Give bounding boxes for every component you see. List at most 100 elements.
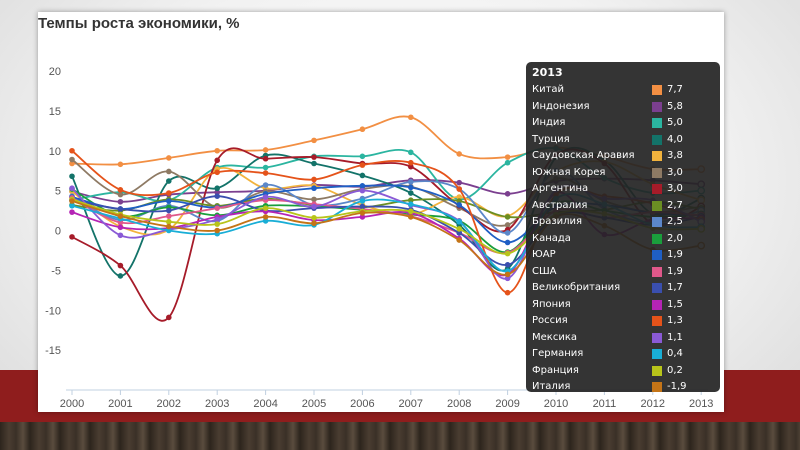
data-point[interactable] — [408, 114, 414, 121]
data-point[interactable] — [69, 156, 75, 163]
data-point[interactable] — [117, 219, 124, 226]
data-point[interactable] — [69, 209, 75, 215]
data-point[interactable] — [504, 250, 511, 257]
data-point[interactable] — [311, 185, 317, 192]
data-point[interactable] — [504, 230, 511, 236]
data-point[interactable] — [166, 218, 172, 225]
data-point[interactable] — [262, 164, 269, 171]
data-point[interactable] — [69, 160, 75, 167]
data-point[interactable] — [311, 160, 317, 167]
data-point[interactable] — [456, 202, 463, 208]
data-point[interactable] — [408, 214, 414, 220]
data-point[interactable] — [504, 239, 511, 246]
data-point[interactable] — [262, 155, 269, 162]
data-point[interactable] — [262, 182, 269, 188]
data-point[interactable] — [359, 203, 366, 210]
data-point[interactable] — [214, 216, 220, 223]
data-point[interactable] — [408, 149, 414, 156]
data-point[interactable] — [117, 224, 124, 231]
data-point[interactable] — [359, 153, 366, 160]
data-point[interactable] — [166, 227, 172, 234]
data-point[interactable] — [504, 154, 511, 160]
data-point[interactable] — [214, 185, 220, 192]
data-point[interactable] — [214, 169, 220, 176]
data-point[interactable] — [359, 172, 366, 179]
data-point[interactable] — [359, 210, 366, 216]
data-point[interactable] — [359, 162, 366, 168]
data-point[interactable] — [311, 137, 317, 144]
data-point[interactable] — [214, 193, 220, 200]
data-point[interactable] — [166, 178, 172, 184]
data-point[interactable] — [504, 159, 511, 166]
data-point[interactable] — [166, 190, 172, 196]
data-point[interactable] — [311, 176, 317, 183]
data-point[interactable] — [117, 262, 124, 269]
data-point[interactable] — [359, 126, 366, 133]
data-point[interactable] — [69, 173, 75, 180]
data-point[interactable] — [166, 155, 172, 161]
data-point[interactable] — [408, 208, 414, 215]
data-point[interactable] — [504, 261, 511, 268]
data-point[interactable] — [359, 214, 366, 220]
data-point[interactable] — [456, 151, 463, 157]
data-point[interactable] — [214, 157, 220, 164]
data-point[interactable] — [311, 154, 317, 160]
data-point[interactable] — [166, 314, 172, 321]
data-point[interactable] — [262, 147, 269, 153]
data-point[interactable] — [69, 202, 75, 209]
data-point[interactable] — [117, 198, 124, 205]
data-point[interactable] — [117, 187, 124, 193]
data-point[interactable] — [456, 198, 463, 204]
data-point[interactable] — [456, 194, 463, 200]
data-point[interactable] — [408, 201, 414, 207]
data-point[interactable] — [504, 289, 511, 296]
data-point[interactable] — [214, 147, 220, 154]
data-point[interactable] — [166, 223, 172, 230]
data-point[interactable] — [456, 218, 463, 225]
data-point[interactable] — [408, 184, 414, 191]
data-point[interactable] — [311, 203, 317, 210]
data-point[interactable] — [117, 273, 124, 279]
data-point[interactable] — [504, 222, 511, 228]
data-point[interactable] — [408, 159, 414, 166]
data-point[interactable] — [166, 213, 172, 219]
data-point[interactable] — [214, 205, 220, 211]
data-point[interactable] — [69, 234, 75, 240]
data-point[interactable] — [117, 161, 124, 168]
data-point[interactable] — [311, 196, 317, 203]
data-point[interactable] — [166, 207, 172, 214]
data-point[interactable] — [408, 163, 414, 170]
data-point[interactable] — [408, 197, 414, 203]
data-point[interactable] — [69, 185, 75, 192]
data-point[interactable] — [456, 237, 463, 243]
data-point[interactable] — [166, 168, 172, 175]
data-point[interactable] — [359, 183, 366, 189]
data-point[interactable] — [408, 179, 414, 185]
data-point[interactable] — [214, 189, 220, 196]
data-point[interactable] — [456, 230, 463, 236]
data-point[interactable] — [262, 194, 269, 200]
data-point[interactable] — [504, 191, 511, 197]
data-point[interactable] — [117, 191, 124, 198]
data-point[interactable] — [166, 198, 172, 204]
data-point[interactable] — [359, 187, 366, 194]
data-point[interactable] — [456, 226, 463, 232]
data-point[interactable] — [117, 213, 124, 219]
data-point[interactable] — [214, 221, 220, 227]
data-point[interactable] — [69, 147, 75, 154]
data-point[interactable] — [456, 186, 463, 192]
data-point[interactable] — [69, 198, 75, 204]
data-point[interactable] — [311, 220, 317, 227]
data-point[interactable] — [408, 190, 414, 196]
data-point[interactable] — [262, 218, 269, 224]
data-point[interactable] — [117, 232, 124, 239]
data-point[interactable] — [359, 198, 366, 204]
data-point[interactable] — [262, 205, 269, 211]
data-point[interactable] — [504, 275, 511, 282]
data-point[interactable] — [311, 214, 317, 221]
data-point[interactable] — [262, 214, 269, 220]
data-point[interactable] — [504, 271, 511, 278]
data-point[interactable] — [456, 179, 463, 186]
data-point[interactable] — [262, 170, 269, 176]
data-point[interactable] — [214, 227, 220, 234]
